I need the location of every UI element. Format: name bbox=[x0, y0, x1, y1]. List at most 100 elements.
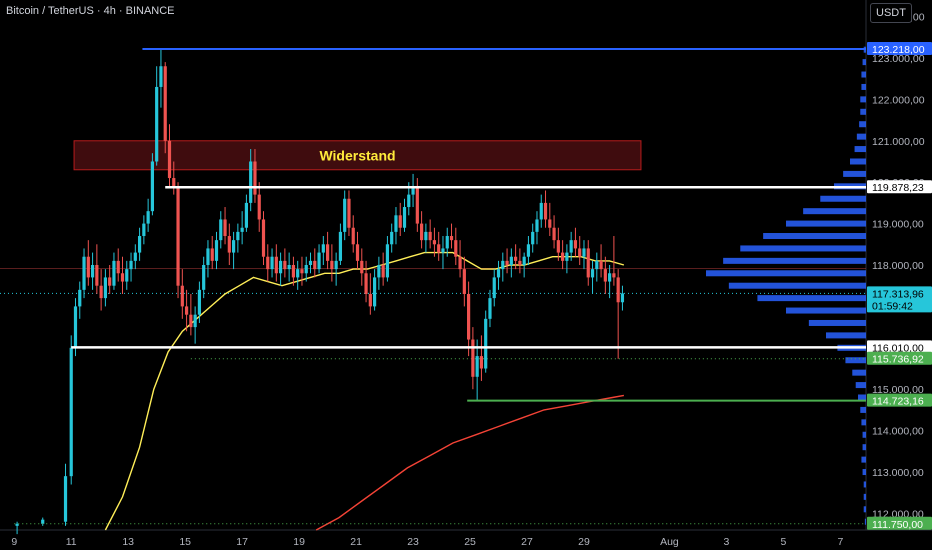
candle-body[interactable] bbox=[608, 273, 612, 282]
candle-body[interactable] bbox=[569, 240, 573, 253]
candle-body[interactable] bbox=[411, 186, 415, 195]
candle-body[interactable] bbox=[407, 194, 411, 208]
candle-body[interactable] bbox=[334, 260, 338, 270]
candle-body[interactable] bbox=[543, 202, 548, 220]
candle-body[interactable] bbox=[15, 523, 19, 526]
candle-body[interactable] bbox=[343, 198, 347, 232]
candle-body[interactable] bbox=[496, 269, 501, 278]
candle-body[interactable] bbox=[133, 252, 137, 261]
candle-body[interactable] bbox=[535, 219, 539, 232]
candle-body[interactable] bbox=[586, 248, 590, 278]
candle-body[interactable] bbox=[449, 236, 454, 241]
currency-selector[interactable]: USDT bbox=[870, 3, 912, 23]
candle-body[interactable] bbox=[325, 244, 330, 261]
candle-body[interactable] bbox=[116, 260, 120, 274]
candle-body[interactable] bbox=[471, 339, 475, 377]
candle-body[interactable] bbox=[492, 277, 496, 299]
candle-body[interactable] bbox=[184, 306, 189, 315]
candle-body[interactable] bbox=[398, 215, 402, 228]
candle-body[interactable] bbox=[125, 269, 129, 282]
candle-body[interactable] bbox=[236, 231, 240, 241]
candle-body[interactable] bbox=[479, 356, 484, 369]
candle-body[interactable] bbox=[432, 240, 437, 245]
candle-body[interactable] bbox=[514, 256, 518, 261]
candle-body[interactable] bbox=[582, 248, 586, 257]
candle-body[interactable] bbox=[415, 186, 419, 224]
candle-body[interactable] bbox=[330, 260, 334, 270]
candle-body[interactable] bbox=[561, 252, 565, 261]
candle-body[interactable] bbox=[616, 277, 620, 303]
candle-body[interactable] bbox=[219, 219, 223, 241]
candle-body[interactable] bbox=[441, 248, 445, 253]
candle-body[interactable] bbox=[103, 277, 108, 299]
candle-body[interactable] bbox=[612, 273, 616, 278]
candle-body[interactable] bbox=[501, 260, 505, 270]
candle-body[interactable] bbox=[304, 265, 308, 274]
candle-body[interactable] bbox=[578, 248, 582, 257]
candle-body[interactable] bbox=[249, 161, 253, 203]
candle-body[interactable] bbox=[283, 260, 287, 270]
candle-body[interactable] bbox=[197, 289, 202, 315]
candle-body[interactable] bbox=[108, 277, 112, 286]
candle-body[interactable] bbox=[377, 265, 381, 278]
candle-body[interactable] bbox=[112, 260, 116, 286]
candle-body[interactable] bbox=[488, 298, 492, 319]
candle-body[interactable] bbox=[394, 215, 398, 232]
candle-body[interactable] bbox=[180, 285, 184, 307]
candle-body[interactable] bbox=[445, 236, 449, 249]
candle-body[interactable] bbox=[270, 256, 274, 270]
candle-body[interactable] bbox=[531, 231, 535, 245]
candle-body[interactable] bbox=[552, 227, 556, 241]
candle-body[interactable] bbox=[526, 244, 531, 257]
candle-body[interactable] bbox=[78, 289, 82, 307]
candle-body[interactable] bbox=[385, 244, 390, 278]
candle-body[interactable] bbox=[82, 256, 86, 290]
candle-body[interactable] bbox=[437, 244, 441, 253]
candle-body[interactable] bbox=[163, 66, 167, 141]
candle-body[interactable] bbox=[484, 318, 488, 369]
candle-body[interactable] bbox=[210, 248, 214, 261]
candle-body[interactable] bbox=[172, 178, 176, 187]
candle-body[interactable] bbox=[351, 227, 355, 245]
candle-body[interactable] bbox=[565, 252, 569, 261]
candle-body[interactable] bbox=[266, 256, 270, 270]
candle-body[interactable] bbox=[462, 269, 466, 294]
candle-body[interactable] bbox=[206, 248, 210, 265]
candle-body[interactable] bbox=[278, 260, 283, 274]
candle-body[interactable] bbox=[155, 86, 159, 162]
candle-body[interactable] bbox=[99, 285, 103, 299]
candle-body[interactable] bbox=[539, 202, 543, 220]
candle-body[interactable] bbox=[129, 260, 133, 270]
candle-body[interactable] bbox=[214, 240, 219, 261]
candle-body[interactable] bbox=[193, 314, 197, 328]
candle-body[interactable] bbox=[150, 161, 155, 212]
candle-body[interactable] bbox=[223, 219, 227, 237]
candle-body[interactable] bbox=[120, 273, 125, 282]
candle-body[interactable] bbox=[338, 231, 343, 261]
candle-body[interactable] bbox=[428, 231, 432, 241]
candle-body[interactable] bbox=[63, 476, 68, 522]
candle-body[interactable] bbox=[595, 260, 599, 270]
candle-body[interactable] bbox=[424, 231, 428, 241]
candle-body[interactable] bbox=[620, 293, 625, 303]
candle-body[interactable] bbox=[176, 186, 180, 286]
candle-body[interactable] bbox=[467, 293, 471, 340]
candle-body[interactable] bbox=[505, 260, 509, 265]
candle-body[interactable] bbox=[355, 244, 360, 261]
candle-body[interactable] bbox=[142, 223, 146, 237]
candle-body[interactable] bbox=[90, 265, 95, 278]
candle-body[interactable] bbox=[261, 219, 266, 257]
candle-body[interactable] bbox=[590, 269, 595, 278]
candle-body[interactable] bbox=[321, 244, 325, 253]
candle-body[interactable] bbox=[368, 293, 372, 307]
candle-body[interactable] bbox=[231, 240, 236, 253]
candle-body[interactable] bbox=[509, 256, 513, 265]
candle-body[interactable] bbox=[364, 273, 368, 294]
candle-body[interactable] bbox=[291, 265, 296, 278]
candle-body[interactable] bbox=[458, 256, 462, 270]
candle-body[interactable] bbox=[240, 227, 244, 232]
candle-body[interactable] bbox=[202, 265, 206, 290]
candle-body[interactable] bbox=[522, 256, 526, 265]
candle-body[interactable] bbox=[548, 219, 552, 228]
